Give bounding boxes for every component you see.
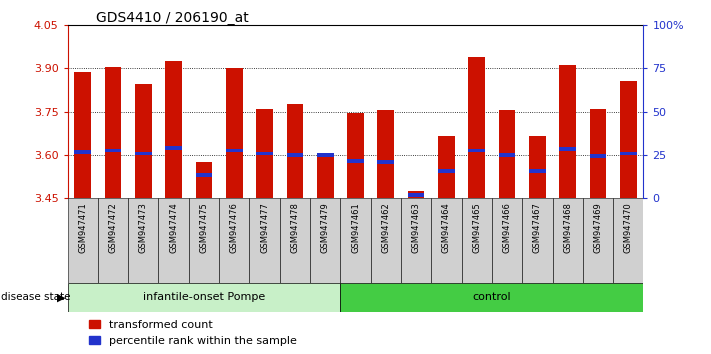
Text: GSM947479: GSM947479 [321, 202, 330, 253]
Bar [98, 198, 128, 283]
Text: GSM947465: GSM947465 [472, 202, 481, 253]
Text: GSM947473: GSM947473 [139, 202, 148, 253]
Text: GSM947478: GSM947478 [290, 202, 299, 253]
Text: GSM947463: GSM947463 [412, 202, 421, 253]
Bar [613, 198, 643, 283]
Bar [310, 198, 341, 283]
Bar [378, 110, 394, 198]
Bar [620, 152, 636, 155]
Bar [287, 153, 303, 157]
Bar [317, 155, 333, 198]
Bar [159, 198, 189, 283]
Bar [135, 152, 151, 155]
Bar [250, 198, 279, 283]
Bar [529, 169, 546, 173]
Bar [378, 160, 394, 164]
Text: GSM947462: GSM947462 [381, 202, 390, 253]
Bar [438, 169, 455, 173]
Bar [370, 198, 401, 283]
Text: GSM947468: GSM947468 [563, 202, 572, 253]
Bar [469, 57, 485, 198]
Bar [522, 198, 552, 283]
Bar [461, 198, 492, 283]
Text: GSM947471: GSM947471 [78, 202, 87, 253]
Bar [347, 113, 364, 198]
Text: ▶: ▶ [57, 292, 65, 302]
Text: GSM947476: GSM947476 [230, 202, 239, 253]
Bar [279, 198, 310, 283]
Bar [128, 198, 159, 283]
Bar [287, 104, 303, 198]
Bar [401, 198, 432, 283]
Bar [165, 61, 182, 198]
Bar [75, 150, 91, 154]
Bar [560, 147, 576, 151]
Bar [68, 198, 98, 283]
Text: GSM947475: GSM947475 [200, 202, 208, 253]
Text: GSM947464: GSM947464 [442, 202, 451, 253]
Bar [589, 109, 606, 198]
Bar [408, 191, 424, 198]
Text: infantile-onset Pompe: infantile-onset Pompe [143, 292, 265, 302]
Bar [347, 159, 364, 162]
Text: GSM947474: GSM947474 [169, 202, 178, 253]
Bar [469, 149, 485, 153]
Bar [529, 136, 546, 198]
Bar [589, 154, 606, 158]
Bar [226, 68, 242, 198]
Bar [438, 136, 455, 198]
Text: control: control [473, 292, 511, 302]
Bar [256, 152, 273, 155]
Bar [219, 198, 250, 283]
Bar [408, 194, 424, 197]
Bar [317, 153, 333, 157]
Bar [432, 198, 461, 283]
Bar [256, 109, 273, 198]
Bar [196, 162, 213, 198]
Bar [341, 198, 370, 283]
Text: GSM947477: GSM947477 [260, 202, 269, 253]
Bar [226, 149, 242, 153]
Bar [498, 110, 515, 198]
Bar [492, 198, 522, 283]
Bar [105, 149, 122, 153]
Bar [341, 283, 643, 312]
Bar [105, 67, 122, 198]
Bar [68, 283, 341, 312]
Bar [196, 173, 213, 177]
Text: GSM947467: GSM947467 [533, 202, 542, 253]
Text: GDS4410 / 206190_at: GDS4410 / 206190_at [96, 11, 249, 25]
Bar [620, 81, 636, 198]
Text: GSM947470: GSM947470 [624, 202, 633, 253]
Bar [552, 198, 583, 283]
Text: disease state: disease state [1, 292, 70, 302]
Bar [135, 84, 151, 198]
Bar [498, 153, 515, 157]
Text: GSM947469: GSM947469 [594, 202, 602, 253]
Bar [165, 146, 182, 149]
Text: GSM947461: GSM947461 [351, 202, 360, 253]
Text: GSM947472: GSM947472 [109, 202, 117, 253]
Legend: transformed count, percentile rank within the sample: transformed count, percentile rank withi… [85, 315, 301, 350]
Bar [583, 198, 613, 283]
Text: GSM947466: GSM947466 [503, 202, 511, 253]
Bar [189, 198, 219, 283]
Bar [560, 65, 576, 198]
Bar [75, 73, 91, 198]
